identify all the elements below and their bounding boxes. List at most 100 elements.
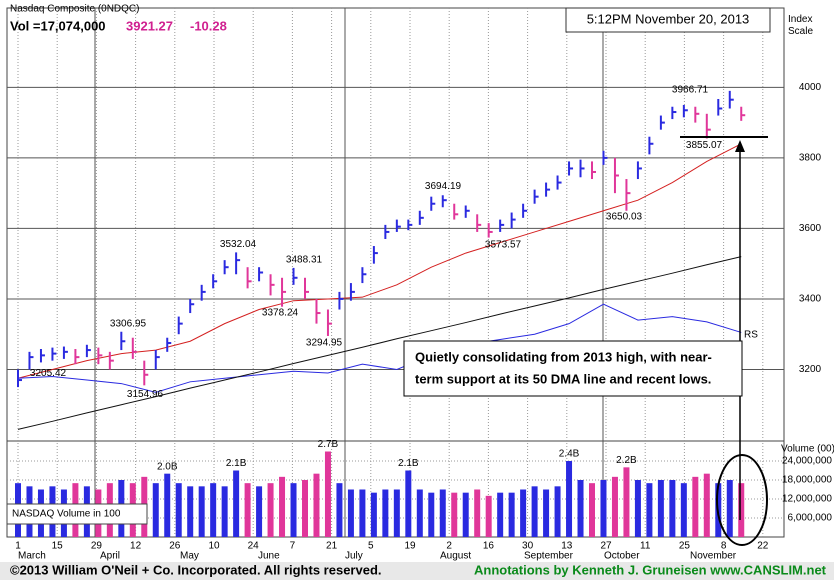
x-tick-label: 26 xyxy=(169,541,181,552)
y-tick-label: 24,000,000 xyxy=(782,456,832,467)
volume-label: 2.0B xyxy=(157,461,178,472)
volume-label: 2.7B xyxy=(318,439,339,450)
y-tick-label: 12,000,000 xyxy=(782,494,832,505)
price-label: 3488.31 xyxy=(286,254,323,265)
volume-bar xyxy=(474,489,481,537)
arrow-head xyxy=(735,140,745,152)
x-tick-label: 27 xyxy=(600,541,612,552)
month-label: August xyxy=(440,551,471,562)
x-tick-label: 5 xyxy=(368,541,374,552)
volume-bar xyxy=(669,480,676,537)
change-readout: -10.28 xyxy=(190,18,227,33)
volume-bar xyxy=(566,461,573,537)
annotation-line: Quietly consolidating from 2013 high, wi… xyxy=(415,349,712,364)
volume-bar xyxy=(198,486,205,537)
volume-bar xyxy=(451,492,458,537)
indicator-line xyxy=(17,256,742,430)
x-tick-label: 12 xyxy=(130,541,142,552)
volume-bar xyxy=(543,489,550,537)
month-label: October xyxy=(604,551,640,562)
volume-bar xyxy=(554,486,561,537)
indicator-line xyxy=(17,303,742,393)
annotation-box xyxy=(403,340,743,397)
volume-bar xyxy=(244,483,251,537)
x-tick-label: 16 xyxy=(483,541,495,552)
price-label: 3855.07 xyxy=(686,140,723,151)
volume-readout: Vol =17,074,000 xyxy=(10,18,106,33)
y-tick-label: 18,000,000 xyxy=(782,475,832,486)
volume-bar xyxy=(577,480,584,537)
month-label: November xyxy=(690,551,737,562)
volume-bar xyxy=(313,473,320,537)
volume-bar xyxy=(611,476,618,537)
volume-bar xyxy=(428,492,435,537)
month-label: April xyxy=(100,551,120,562)
volume-bar xyxy=(256,486,263,537)
price-label: 3154.96 xyxy=(127,389,164,400)
volume-bar xyxy=(221,486,228,537)
volume-bar xyxy=(646,483,653,537)
y-tick-label: 3200 xyxy=(799,364,822,375)
volume-bar xyxy=(416,489,423,537)
price-label: 3532.04 xyxy=(220,239,257,250)
volume-circle xyxy=(716,454,768,546)
volume-legend: NASDAQ Volume in 100 xyxy=(12,509,121,520)
y-tick-label: 4000 xyxy=(799,82,822,93)
volume-bar xyxy=(600,480,607,537)
volume-bar xyxy=(302,480,308,537)
indicator-line xyxy=(17,143,742,379)
price-readout: 3921.27 xyxy=(126,18,173,33)
x-tick-label: 30 xyxy=(522,541,534,552)
footer-bar xyxy=(0,562,834,580)
volume-bar xyxy=(359,489,366,537)
price-label: 3650.03 xyxy=(606,211,643,222)
price-label: 3573.57 xyxy=(485,239,522,250)
volume-bar xyxy=(508,492,515,537)
symbol-name: Nasdaq Composite (0NDQC) xyxy=(10,4,140,15)
x-tick-label: 19 xyxy=(404,541,416,552)
month-label: May xyxy=(180,551,199,562)
volume-bar xyxy=(164,473,171,537)
x-tick-label: 1 xyxy=(15,541,21,552)
volume-bar xyxy=(279,476,286,537)
volume-label: 2.4B xyxy=(559,449,580,460)
x-tick-label: 21 xyxy=(326,541,338,552)
volume-bar xyxy=(324,451,331,537)
volume-axis-title: Volume (00) xyxy=(781,444,834,455)
volume-bar xyxy=(703,473,710,537)
x-tick-label: 25 xyxy=(679,541,691,552)
x-tick-label: 22 xyxy=(757,541,769,552)
volume-label: 2.1B xyxy=(398,458,419,469)
volume-bar xyxy=(726,480,733,537)
y-tick-label: 3400 xyxy=(799,294,822,305)
credit: Annotations by Kenneth J. Gruneisen www.… xyxy=(474,562,827,577)
x-tick-label: 2 xyxy=(446,541,452,552)
price-label: 3966.71 xyxy=(672,85,709,96)
volume-bar xyxy=(439,489,446,537)
volume-bar xyxy=(152,483,159,537)
timestamp-box xyxy=(565,7,771,33)
volume-bar xyxy=(382,489,389,537)
price-label: 3694.19 xyxy=(425,181,462,192)
volume-bar xyxy=(290,483,297,537)
y-tick-label: 3600 xyxy=(799,223,822,234)
timestamp: 5:12PM November 20, 2013 xyxy=(587,11,750,26)
volume-bar xyxy=(233,470,240,537)
price-label: 3205.42 xyxy=(30,368,67,379)
volume-bar xyxy=(462,492,469,537)
y-tick-label: 6,000,000 xyxy=(788,513,833,524)
volume-bar xyxy=(210,483,217,537)
volume-bar xyxy=(623,467,630,537)
x-tick-label: 8 xyxy=(721,541,727,552)
volume-bar xyxy=(336,483,343,537)
month-label: March xyxy=(18,551,46,562)
volume-bar xyxy=(187,486,194,537)
volume-bar xyxy=(738,483,745,537)
volume-legend-box xyxy=(6,503,148,525)
x-tick-label: 24 xyxy=(248,541,260,552)
annotation-line: term support at its 50 DMA line and rece… xyxy=(415,371,711,386)
volume-label: 2.1B xyxy=(226,458,247,469)
x-tick-label: 29 xyxy=(91,541,103,552)
volume-bar xyxy=(347,489,354,537)
